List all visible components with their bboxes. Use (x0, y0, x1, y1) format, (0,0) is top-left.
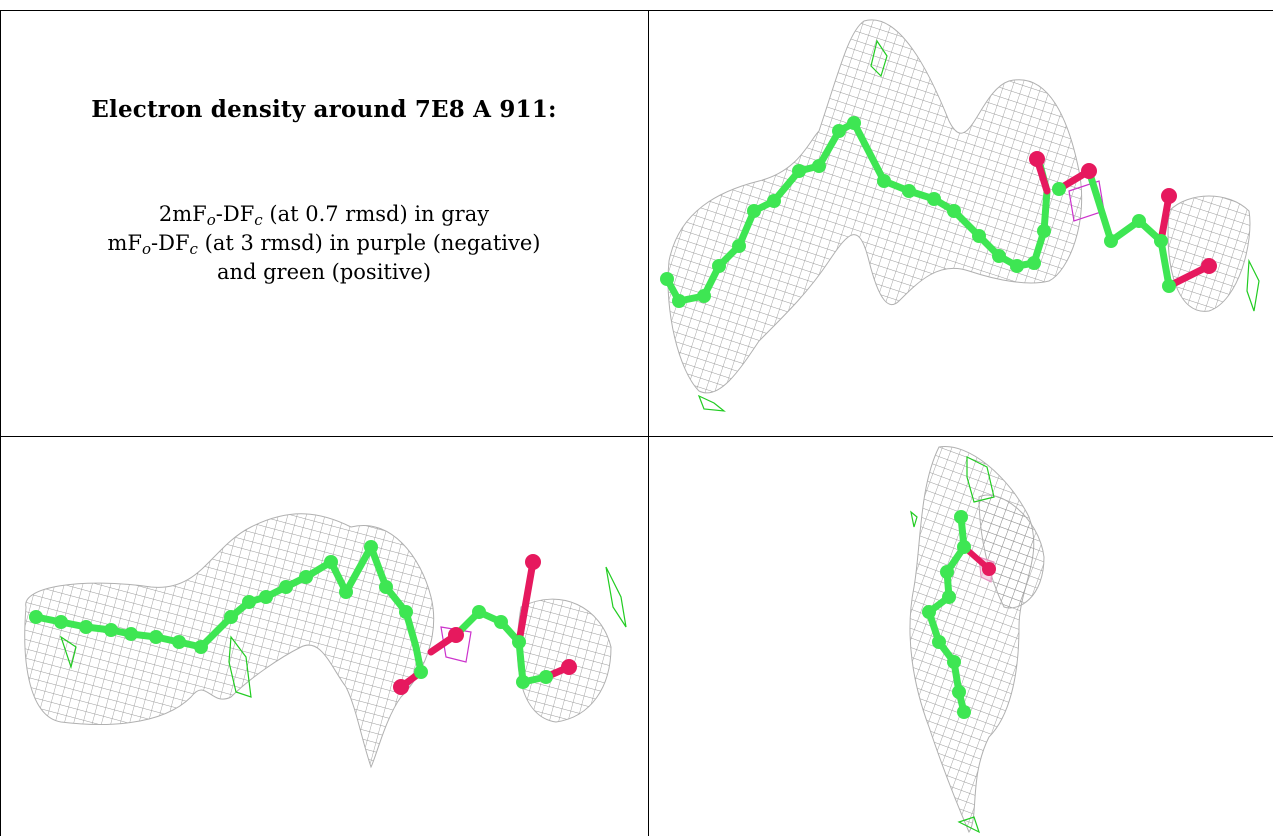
table-divider-vertical (648, 10, 649, 836)
density-mesh-2fofc (1167, 195, 1251, 312)
carbon-atoms (660, 116, 1176, 308)
ligand-bonds-tail (1085, 167, 1173, 290)
ligand-density-view-icon (909, 446, 1045, 834)
density-mesh-2fofc (978, 494, 1045, 609)
caption-title: Electron density around 7E8 A 911: (91, 96, 557, 123)
ligand-density-view-icon (660, 19, 1260, 412)
density-mesh-2fofc (24, 513, 435, 769)
table-divider-horizontal (0, 436, 1273, 437)
ligand-bonds (663, 119, 1051, 305)
ligand-bond-oxygen (515, 558, 537, 646)
oxygen-atoms (1029, 151, 1217, 274)
carbon-atoms (922, 510, 971, 719)
density-mesh-2fofc (909, 446, 1035, 834)
caption-body: 2mFo-DFc (at 0.7 rmsd) in gray mFo-DFc (… (0, 200, 648, 287)
caption-line-fofc: mFo-DFc (at 3 rmsd) in purple (negative) (107, 231, 541, 258)
caption-cell: Electron density around 7E8 A 911: 2mFo-… (0, 0, 648, 436)
density-mesh-2fofc (516, 598, 612, 723)
ligand-density-view-icon (24, 513, 627, 769)
density-mesh-positive (910, 456, 995, 834)
oxygen-atoms (982, 562, 996, 576)
caption-line-colors: and green (positive) (216, 260, 432, 284)
table-border-top (0, 10, 1273, 11)
carbon-atoms (29, 540, 553, 689)
density-mesh-positive (59, 566, 627, 698)
density-mesh-2fofc (667, 19, 1083, 394)
table-border-left (0, 10, 1, 836)
oxygen-atoms (393, 554, 577, 695)
density-mesh-positive (697, 39, 1260, 412)
caption-line-2fofc: 2mFo-DFc (at 0.7 rmsd) in gray (158, 202, 490, 229)
